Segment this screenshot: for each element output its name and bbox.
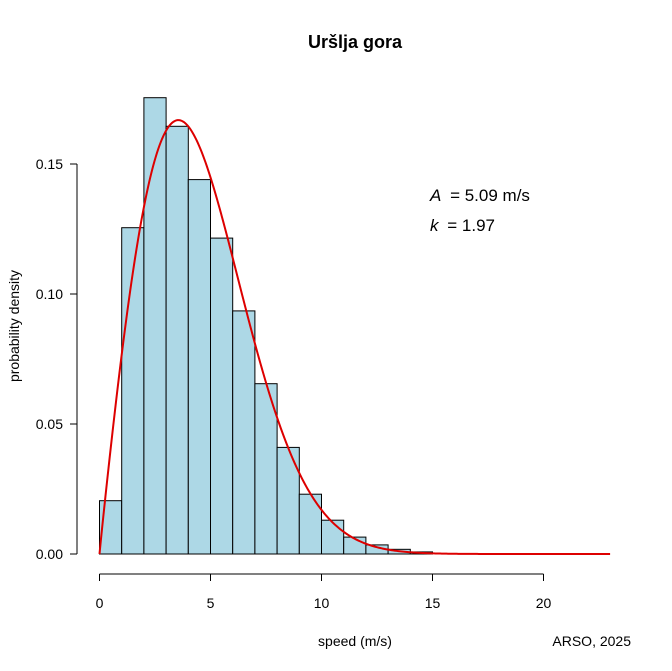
- y-tick-label-1: 0.05: [36, 416, 63, 432]
- annotation-k-value: = 1.97: [447, 216, 495, 235]
- y-tick-label-3: 0.15: [36, 156, 63, 172]
- histogram-bar-3: [165, 125, 189, 555]
- weibull-fit-curve: [98, 119, 611, 555]
- histogram-bar-10: [321, 519, 345, 555]
- x-tick-label-1: 5: [207, 595, 215, 611]
- histogram-bar-5: [210, 237, 234, 555]
- credit-label: ARSO, 2025: [552, 633, 631, 649]
- annotation-A-value: = 5.09 m/s: [450, 186, 530, 205]
- annotation-A-symbol: A: [429, 186, 441, 205]
- y-tick-label-0: 0.00: [36, 546, 63, 562]
- y-axis-label: probability density: [6, 270, 22, 382]
- x-axis-ticks: 0 5 10 15 20: [96, 574, 552, 611]
- x-tick-label-2: 10: [314, 595, 330, 611]
- histogram-bar-8: [276, 446, 300, 555]
- chart-title: Uršlja gora: [308, 32, 403, 52]
- x-tick-label-4: 20: [536, 595, 552, 611]
- x-tick-label-3: 15: [425, 595, 441, 611]
- histogram-bar-9: [298, 493, 322, 555]
- histogram-bar-6: [232, 310, 256, 555]
- x-tick-label-0: 0: [96, 595, 104, 611]
- annotation-k: k = 1.97: [430, 216, 495, 235]
- y-axis-ticks: 0.00 0.05 0.10 0.15: [36, 156, 77, 562]
- histogram-bar-4: [187, 179, 212, 555]
- histogram-bar-2: [143, 97, 167, 555]
- annotation-A: A = 5.09 m/s: [429, 186, 530, 205]
- histogram-bars: [99, 97, 433, 555]
- annotation-k-symbol: k: [430, 216, 440, 235]
- x-axis-label: speed (m/s): [318, 633, 392, 649]
- y-tick-label-2: 0.10: [36, 286, 63, 302]
